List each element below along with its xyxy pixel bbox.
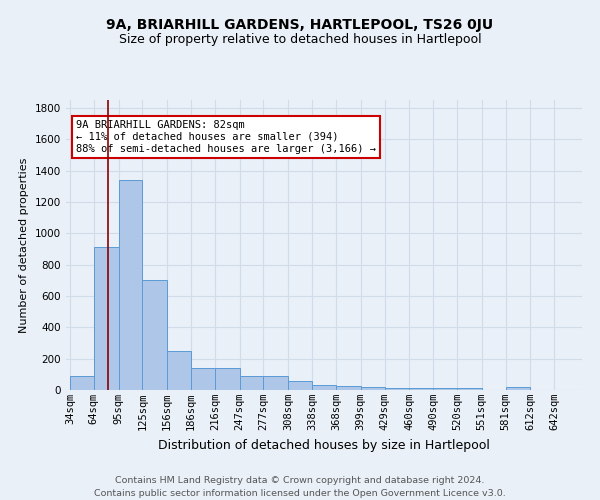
Bar [215, 368, 239, 390]
Bar [142, 280, 167, 390]
Bar [263, 376, 288, 390]
Bar [94, 248, 119, 390]
Text: 9A BRIARHILL GARDENS: 82sqm
← 11% of detached houses are smaller (394)
88% of se: 9A BRIARHILL GARDENS: 82sqm ← 11% of det… [76, 120, 376, 154]
X-axis label: Distribution of detached houses by size in Hartlepool: Distribution of detached houses by size … [158, 438, 490, 452]
Bar [119, 180, 142, 390]
Text: Size of property relative to detached houses in Hartlepool: Size of property relative to detached ho… [119, 32, 481, 46]
Bar [70, 376, 94, 390]
Bar [288, 382, 312, 390]
Bar [336, 386, 361, 390]
Bar [433, 388, 457, 390]
Bar [312, 386, 336, 390]
Bar [385, 388, 409, 390]
Bar [409, 388, 433, 390]
Bar [457, 388, 482, 390]
Bar [361, 387, 385, 390]
Bar [239, 376, 263, 390]
Text: Contains HM Land Registry data © Crown copyright and database right 2024.
Contai: Contains HM Land Registry data © Crown c… [94, 476, 506, 498]
Bar [191, 368, 215, 390]
Bar [167, 351, 191, 390]
Y-axis label: Number of detached properties: Number of detached properties [19, 158, 29, 332]
Text: 9A, BRIARHILL GARDENS, HARTLEPOOL, TS26 0JU: 9A, BRIARHILL GARDENS, HARTLEPOOL, TS26 … [106, 18, 494, 32]
Bar [506, 387, 530, 390]
